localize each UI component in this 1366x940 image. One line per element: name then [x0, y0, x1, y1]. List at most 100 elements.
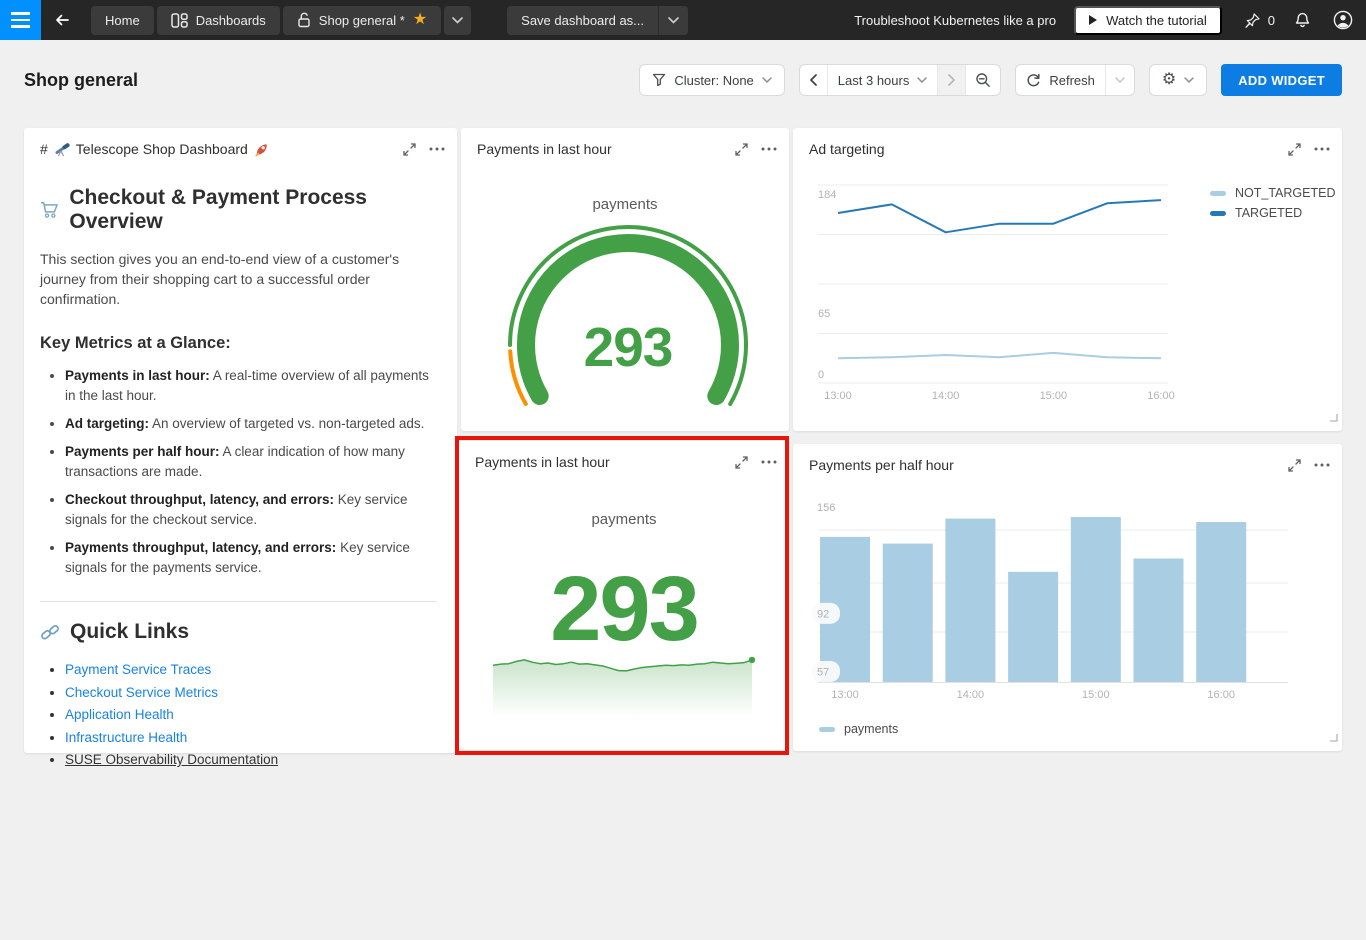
expand-icon — [735, 142, 748, 156]
link-payment-service-traces[interactable]: Payment Service Traces — [65, 662, 212, 677]
play-icon — [1089, 15, 1098, 25]
user-icon — [1333, 10, 1353, 30]
add-widget-button[interactable]: ADD WIDGET — [1221, 64, 1342, 96]
section-heading: Checkout & Payment Process Overview — [40, 186, 437, 234]
widget-title: Payments in last hour — [477, 141, 612, 157]
tab-dashboards[interactable]: Dashboards — [156, 5, 280, 35]
save-dashboard-dropdown[interactable] — [658, 5, 688, 35]
widget-menu-button[interactable] — [429, 147, 445, 151]
time-zoom-out-button[interactable] — [965, 65, 1000, 95]
gauge-chart: 293 — [508, 225, 748, 406]
payments-single-stat-widget: Payments in last hour payments 293 — [459, 441, 789, 750]
expand-widget-button[interactable] — [1288, 142, 1301, 156]
svg-text:65: 65 — [818, 308, 830, 320]
widget-header: # Telescope Shop Dashboard — [40, 141, 445, 157]
chevron-down-icon — [452, 16, 463, 24]
quick-link: Application Health — [65, 704, 437, 727]
expand-icon — [1288, 142, 1301, 156]
quick-links-list: Payment Service Traces Checkout Service … — [48, 659, 437, 772]
cluster-filter-button[interactable]: Cluster: None — [639, 64, 785, 96]
refresh-dropdown[interactable] — [1104, 65, 1134, 95]
svg-text:184: 184 — [818, 189, 836, 201]
page-title: Shop general — [24, 69, 139, 90]
widget-resize-handle[interactable] — [1329, 409, 1338, 427]
save-dashboard-as-button[interactable]: Save dashboard as... — [521, 12, 645, 28]
link-infrastructure-health[interactable]: Infrastructure Health — [65, 729, 188, 745]
time-range-button[interactable]: Last 3 hours — [826, 65, 938, 95]
expand-widget-button[interactable] — [403, 142, 416, 156]
zoom-out-icon — [976, 73, 991, 87]
legend-label: NOT_TARGETED — [1235, 186, 1336, 200]
tab-home-label: Home — [105, 12, 140, 28]
gear-icon: ⚙ — [1161, 71, 1177, 88]
quick-links-heading-text: Quick Links — [70, 620, 190, 643]
refresh-label: Refresh — [1049, 72, 1095, 88]
sparkline-chart — [492, 656, 756, 723]
filter-funnel-icon — [653, 73, 666, 87]
time-forward-button[interactable] — [937, 65, 966, 95]
svg-text:0: 0 — [818, 369, 824, 381]
widget-menu-button[interactable] — [1314, 147, 1330, 151]
telescope-icon — [55, 142, 70, 156]
section-heading-text: Checkout & Payment Process Overview — [69, 186, 367, 233]
metric-item: Ad targeting: An overview of targeted vs… — [65, 414, 437, 434]
refresh-button[interactable]: Refresh — [1016, 65, 1105, 95]
title-text: Telescope Shop Dashboard — [75, 141, 248, 157]
dashboard-settings-button[interactable]: ⚙ — [1148, 64, 1208, 96]
quick-link: Infrastructure Health — [65, 727, 437, 750]
chevron-down-icon — [668, 16, 679, 24]
tab-home[interactable]: Home — [91, 5, 154, 35]
expand-icon — [1288, 458, 1301, 472]
resize-corner-icon — [1330, 414, 1338, 422]
time-back-button[interactable] — [800, 65, 827, 95]
ellipsis-icon — [1314, 147, 1330, 151]
svg-text:13:00: 13:00 — [824, 390, 852, 402]
svg-text:15:00: 15:00 — [1040, 390, 1068, 402]
user-avatar[interactable] — [1332, 9, 1354, 31]
resize-corner-icon — [1330, 734, 1338, 742]
expand-icon — [403, 142, 416, 156]
tab-shop-general-label: Shop general * — [318, 12, 405, 28]
widget-title: Payments in last hour — [475, 454, 610, 470]
notifications-button[interactable] — [1293, 11, 1312, 30]
time-range-group: Last 3 hours — [798, 64, 1002, 96]
svg-text:14:00: 14:00 — [932, 390, 960, 402]
hamburger-menu-icon[interactable] — [0, 0, 41, 40]
unlock-icon — [298, 12, 310, 28]
tabs-dropdown-button[interactable] — [444, 5, 472, 35]
svg-text:13:00: 13:00 — [831, 689, 859, 701]
back-button[interactable] — [41, 0, 83, 40]
expand-icon — [735, 455, 748, 469]
expand-widget-button[interactable] — [735, 142, 748, 156]
metric-item: Payments per half hour: A clear indicati… — [65, 442, 437, 482]
chart-legend: NOT_TARGETED TARGETED — [1210, 186, 1335, 220]
series-label: payments — [592, 196, 658, 213]
expand-widget-button[interactable] — [735, 455, 748, 469]
watch-tutorial-button[interactable]: Watch the tutorial — [1074, 5, 1222, 35]
payments-per-half-hour-widget: 156 92 57 13:00 14:00 15:00 16:00 Payments per… — [793, 444, 1342, 751]
svg-text:156: 156 — [817, 502, 835, 514]
link-suse-observability-docs[interactable]: SUSE Observability Documentation — [65, 752, 279, 767]
pinned-items-button[interactable]: 0 — [1244, 12, 1275, 29]
widget-menu-button[interactable] — [761, 147, 777, 151]
metric-item: Payments throughput, latency, and errors… — [65, 538, 437, 578]
watch-tutorial-label: Watch the tutorial — [1106, 12, 1207, 28]
widget-resize-handle[interactable] — [1329, 729, 1338, 747]
tab-dashboards-label: Dashboards — [195, 12, 266, 28]
save-dashboard-group: Save dashboard as... — [507, 5, 689, 35]
quick-link: Checkout Service Metrics — [65, 682, 437, 705]
chevron-down-icon — [762, 77, 772, 83]
divider — [40, 601, 437, 602]
widget-menu-button[interactable] — [1314, 463, 1330, 467]
widget-menu-button[interactable] — [761, 460, 777, 464]
quick-link: SUSE Observability Documentation — [65, 749, 437, 772]
link-checkout-service-metrics[interactable]: Checkout Service Metrics — [65, 684, 219, 700]
tab-shop-general[interactable]: Shop general * ★ — [282, 5, 442, 35]
favorite-star-icon[interactable]: ★ — [412, 11, 428, 28]
metrics-list: Payments in last hour: A real-time overv… — [48, 366, 437, 578]
quick-link: Payment Service Traces — [65, 659, 437, 682]
link-application-health[interactable]: Application Health — [65, 707, 174, 722]
expand-widget-button[interactable] — [1288, 458, 1301, 472]
ad-targeting-widget: 184 65 0 13:00 14:00 15:00 16:00 Ad targeting … — [793, 128, 1342, 431]
